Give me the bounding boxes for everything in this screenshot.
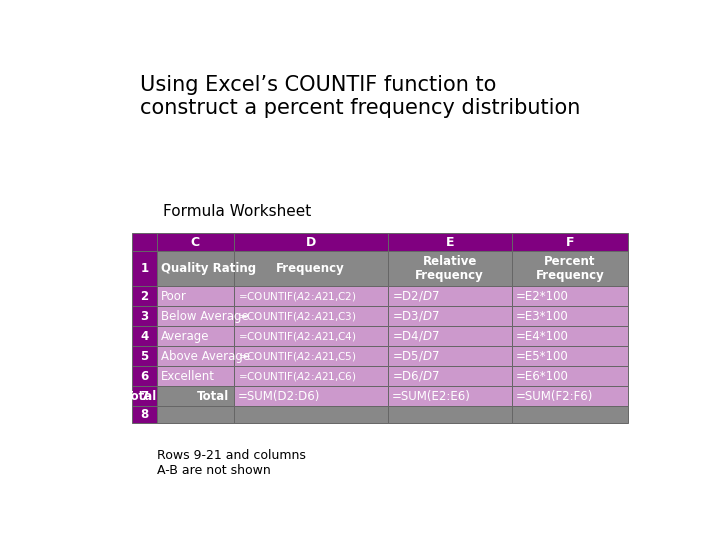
Text: Formula Worksheet: Formula Worksheet [163, 204, 311, 219]
Bar [387, 233, 512, 251]
Bar [387, 386, 512, 406]
Text: F: F [566, 235, 575, 248]
Text: Total: Total [125, 390, 157, 403]
Bar [157, 286, 234, 306]
Text: 5: 5 [140, 350, 148, 363]
Bar [387, 306, 512, 326]
Text: =SUM(F2:F6): =SUM(F2:F6) [516, 390, 593, 403]
Text: Below Average: Below Average [161, 310, 249, 323]
Text: Quality Rating: Quality Rating [161, 262, 256, 275]
Text: =COUNTIF($A$2:$A$21,C3): =COUNTIF($A$2:$A$21,C3) [238, 310, 356, 323]
Text: =E4*100: =E4*100 [516, 330, 569, 343]
Text: =E2*100: =E2*100 [516, 290, 569, 303]
Text: =COUNTIF($A$2:$A$21,C2): =COUNTIF($A$2:$A$21,C2) [238, 290, 356, 303]
Text: Excellent: Excellent [161, 370, 215, 383]
Bar [132, 233, 157, 251]
Bar [234, 346, 387, 366]
Text: Poor: Poor [161, 290, 187, 303]
Text: =D2/$D$7: =D2/$D$7 [392, 289, 440, 303]
Text: 1: 1 [140, 262, 148, 275]
Bar [512, 306, 629, 326]
Text: =E5*100: =E5*100 [516, 350, 569, 363]
Bar [157, 251, 234, 286]
Text: =E3*100: =E3*100 [516, 310, 569, 323]
Text: Relative
Frequency: Relative Frequency [415, 255, 484, 282]
Text: Using Excel’s COUNTIF function to
construct a percent frequency distribution: Using Excel’s COUNTIF function to constr… [140, 75, 580, 118]
Text: C: C [191, 235, 199, 248]
Bar [512, 346, 629, 366]
Bar [387, 251, 512, 286]
Text: =D3/$D$7: =D3/$D$7 [392, 309, 440, 323]
Text: =D6/$D$7: =D6/$D$7 [392, 369, 440, 383]
Text: =SUM(D2:D6): =SUM(D2:D6) [238, 390, 320, 403]
Text: 8: 8 [140, 408, 148, 421]
Bar [132, 346, 157, 366]
Text: Total: Total [197, 390, 229, 403]
Bar [157, 406, 234, 423]
Bar [132, 366, 157, 386]
Text: D: D [305, 235, 316, 248]
Bar [132, 251, 157, 286]
Bar [512, 251, 629, 286]
Bar [387, 366, 512, 386]
Text: 6: 6 [140, 370, 148, 383]
Text: E: E [446, 235, 454, 248]
Text: =SUM(E2:E6): =SUM(E2:E6) [392, 390, 471, 403]
Text: Percent
Frequency: Percent Frequency [536, 255, 605, 282]
Bar [132, 306, 157, 326]
Bar [512, 233, 629, 251]
Bar [512, 366, 629, 386]
Bar [234, 406, 387, 423]
Text: Rows 9-21 and columns
A-B are not shown: Rows 9-21 and columns A-B are not shown [157, 449, 306, 477]
Text: Frequency: Frequency [276, 262, 345, 275]
Bar [132, 286, 157, 306]
Bar [132, 406, 157, 423]
Text: =COUNTIF($A$2:$A$21,C4): =COUNTIF($A$2:$A$21,C4) [238, 330, 356, 343]
Bar [132, 386, 157, 406]
Text: Above Average: Above Average [161, 350, 251, 363]
Bar [157, 233, 234, 251]
Bar [387, 286, 512, 306]
Bar [234, 251, 387, 286]
Bar [157, 386, 234, 406]
Text: 2: 2 [140, 290, 148, 303]
Bar [234, 306, 387, 326]
Bar [157, 346, 234, 366]
Text: =D5/$D$7: =D5/$D$7 [392, 349, 440, 363]
Text: =E6*100: =E6*100 [516, 370, 569, 383]
Text: =COUNTIF($A$2:$A$21,C5): =COUNTIF($A$2:$A$21,C5) [238, 350, 356, 363]
Text: =COUNTIF($A$2:$A$21,C6): =COUNTIF($A$2:$A$21,C6) [238, 370, 356, 383]
Bar [157, 366, 234, 386]
Bar [234, 386, 387, 406]
Bar [234, 233, 387, 251]
Text: 4: 4 [140, 330, 148, 343]
Text: =D4/$D$7: =D4/$D$7 [392, 329, 440, 343]
Bar [512, 286, 629, 306]
Text: Average: Average [161, 330, 210, 343]
Bar [234, 366, 387, 386]
Bar [387, 346, 512, 366]
Bar [157, 306, 234, 326]
Bar [512, 406, 629, 423]
Bar [234, 286, 387, 306]
Bar [512, 386, 629, 406]
Text: 3: 3 [140, 310, 148, 323]
Bar [234, 326, 387, 346]
Bar [387, 326, 512, 346]
Text: 7: 7 [140, 390, 148, 403]
Bar [157, 326, 234, 346]
Bar [387, 406, 512, 423]
Bar [512, 326, 629, 346]
Bar [132, 326, 157, 346]
